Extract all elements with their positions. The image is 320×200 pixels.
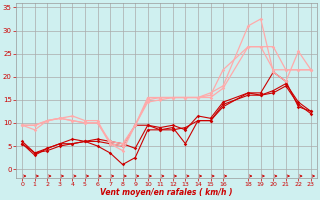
X-axis label: Vent moyen/en rafales ( km/h ): Vent moyen/en rafales ( km/h ) xyxy=(100,188,233,197)
